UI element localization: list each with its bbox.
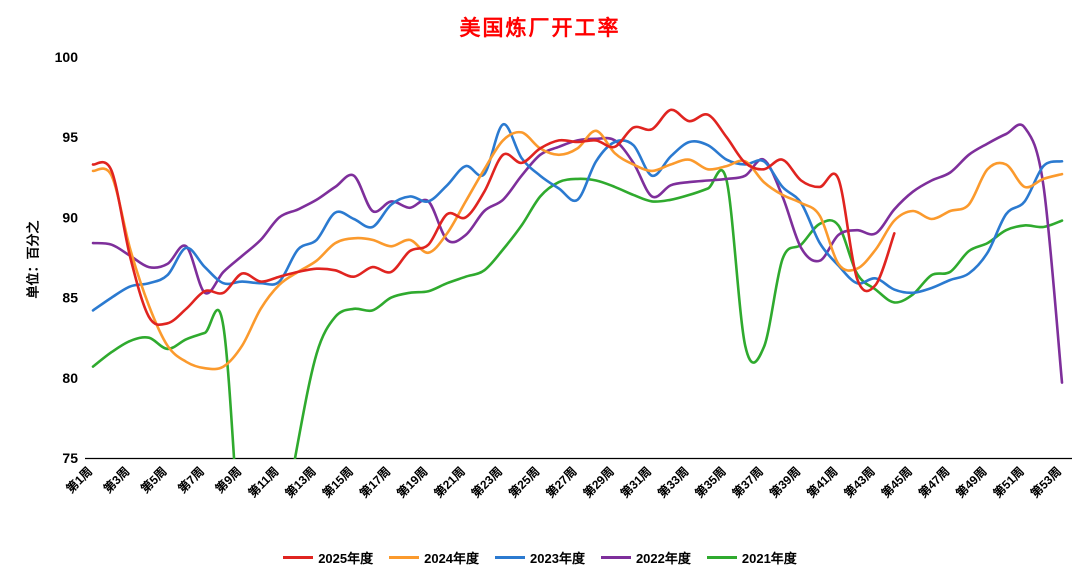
x-tick-label: 第43周 [841, 464, 878, 501]
x-tick-label: 第37周 [729, 464, 766, 501]
series-line-2021年度 [91, 169, 1064, 459]
legend-item: 2023年度 [495, 548, 585, 567]
legend-item: 2025年度 [283, 548, 373, 567]
x-tick-label: 第53周 [1027, 464, 1064, 501]
x-tick-label: 第31周 [617, 464, 654, 501]
y-tick-label: 95 [62, 129, 78, 145]
x-tick-label: 第23周 [468, 464, 505, 501]
legend: 2025年度 2024年度 2023年度 2022年度 2021年度 [0, 548, 1080, 567]
x-tick-label: 第15周 [319, 464, 356, 501]
x-tick-label: 第11周 [245, 464, 282, 501]
legend-line-icon [706, 556, 737, 559]
series-lines [91, 108, 1064, 459]
legend-item: 2022年度 [600, 548, 691, 567]
x-tick-label: 第21周 [431, 464, 468, 501]
legend-label: 2023年度 [530, 551, 585, 566]
chart-title: 美国炼厂开工率 [459, 17, 621, 40]
x-tick-label: 第25周 [505, 464, 542, 501]
legend-item: 2021年度 [706, 548, 797, 567]
y-tick-label: 75 [62, 450, 78, 466]
y-tick-label: 100 [55, 49, 79, 65]
y-tick-label: 80 [62, 370, 78, 386]
series-line-2022年度 [91, 123, 1064, 384]
x-tick-label: 第9周 [212, 464, 244, 496]
x-tick-label: 第51周 [990, 464, 1027, 501]
legend-line-icon [600, 556, 631, 559]
x-tick-label: 第35周 [692, 464, 729, 501]
x-tick-label: 第27周 [543, 464, 580, 501]
y-tick-label: 85 [62, 290, 78, 306]
legend-label: 2024年度 [424, 551, 480, 566]
y-tick-label: 90 [62, 209, 78, 225]
series-line-2024年度 [91, 129, 1064, 371]
series-line-2025年度 [91, 108, 896, 327]
legend-label: 2022年度 [635, 551, 691, 566]
x-tick-label: 第33周 [654, 464, 691, 501]
legend-line-icon [283, 556, 314, 559]
x-tick-label: 第47周 [915, 464, 952, 501]
legend-line-icon [389, 556, 420, 559]
x-tick-label: 第49周 [953, 464, 990, 501]
x-tick-label: 第41周 [803, 464, 840, 501]
x-tick-label: 第45周 [878, 464, 915, 501]
x-tick-label: 第1周 [63, 464, 95, 496]
x-tick-label: 第29周 [580, 464, 617, 501]
legend-item: 2024年度 [389, 548, 479, 567]
x-tick-label: 第7周 [175, 464, 207, 496]
x-tick-label: 第19周 [394, 464, 431, 501]
series-line-2023年度 [91, 123, 1064, 312]
legend-label: 2021年度 [741, 551, 797, 566]
legend-line-icon [495, 556, 526, 559]
x-tick-label: 第3周 [100, 464, 132, 496]
x-tick-label: 第39周 [766, 464, 803, 501]
x-tick-label: 第5周 [137, 464, 169, 496]
x-tick-label: 第13周 [282, 464, 319, 501]
x-tick-label: 第17周 [356, 464, 393, 501]
legend-label: 2025年度 [318, 551, 374, 566]
